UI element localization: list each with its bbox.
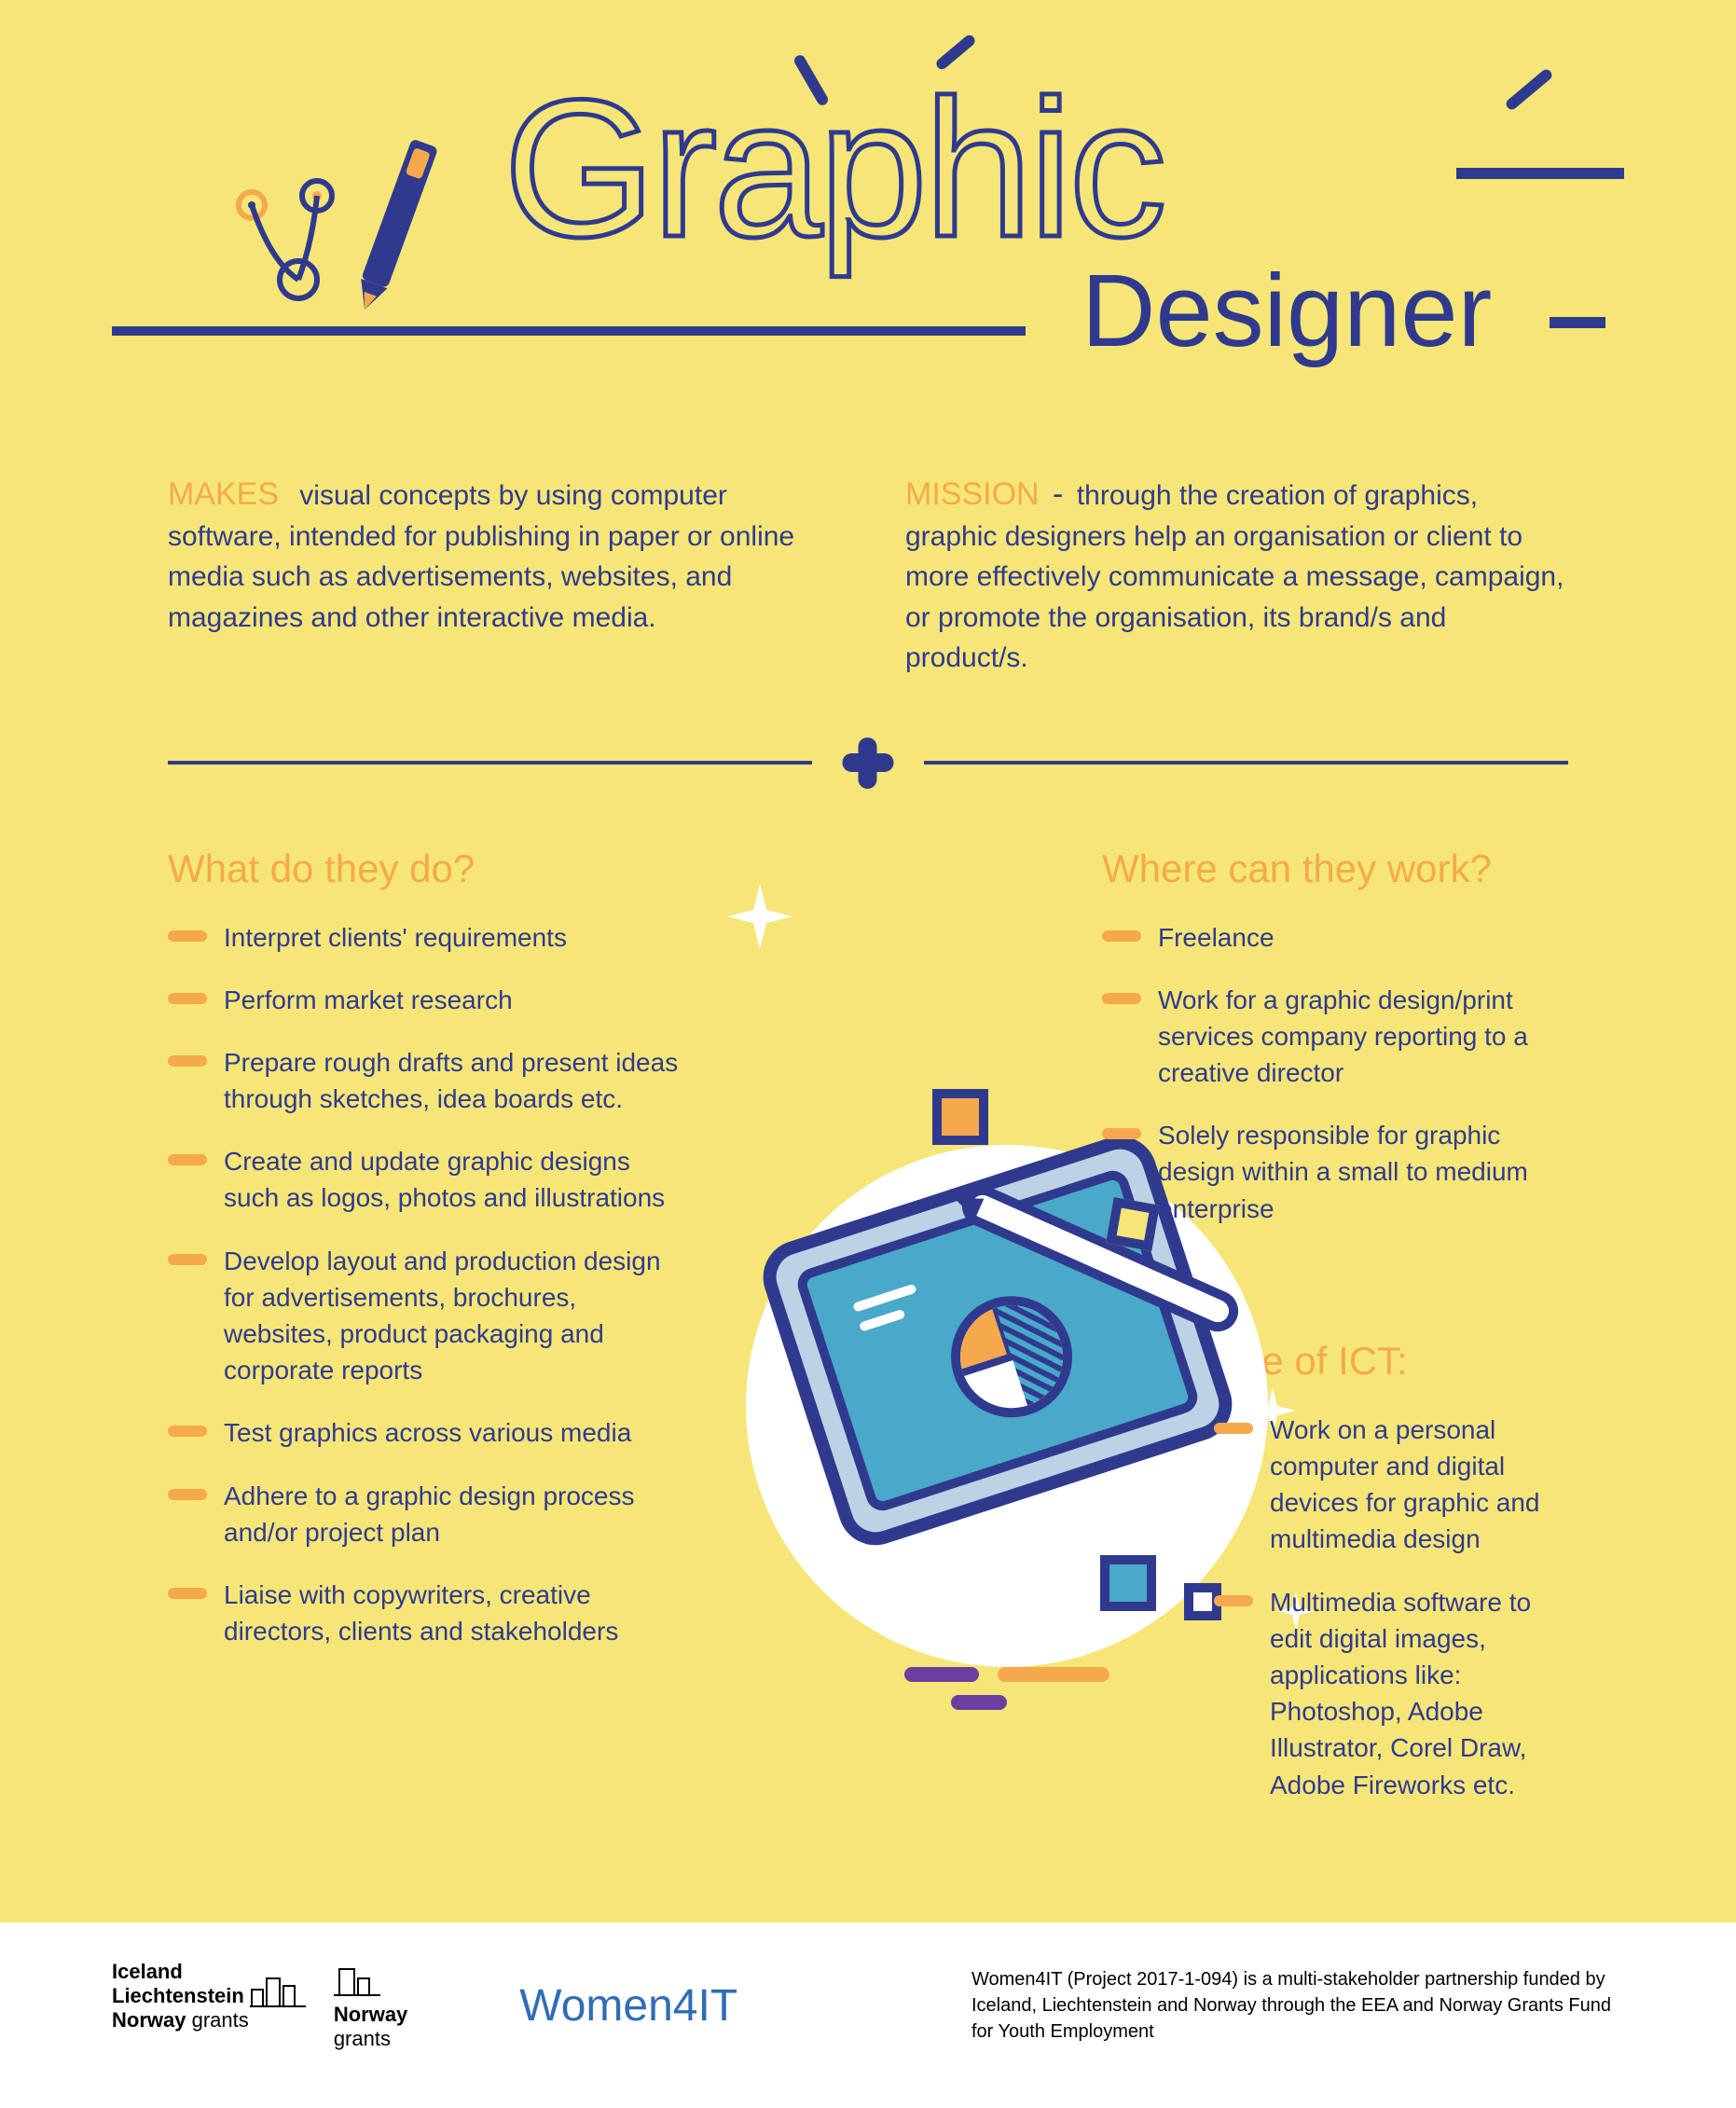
list-item: Create and update graphic designs such a… <box>168 1143 690 1216</box>
list-item: Test graphics across various media <box>168 1414 690 1451</box>
page-title-sub: Designer <box>1082 252 1492 370</box>
where-title: Where can they work? <box>1102 847 1568 891</box>
dash-decor <box>951 1695 1007 1710</box>
mission-dash: - <box>1053 476 1063 512</box>
square-decor <box>932 1089 988 1145</box>
women4it-logo: Women4IT <box>519 1980 737 2032</box>
norway-grants-logo: Norway grants <box>334 1960 407 2052</box>
sparkle-icon <box>727 884 792 949</box>
ict-list: Work on a personal computer and digital … <box>1214 1412 1568 1803</box>
infographic-page: Graphic Designer MAKES visual concepts b… <box>0 0 1736 1922</box>
what-title: What do they do? <box>168 847 690 891</box>
pie-chart-icon <box>935 1280 1088 1433</box>
header-line <box>1456 168 1624 179</box>
page-title-main: Graphic <box>503 56 1163 282</box>
makes-label: MAKES <box>168 476 279 512</box>
mission-label: MISSION <box>905 476 1040 512</box>
list-item: Interpret clients' requirements <box>168 919 690 956</box>
grants-text: Norway <box>334 2003 407 2027</box>
list-item: Prepare rough drafts and present ideas t… <box>168 1044 690 1117</box>
grants-icon <box>334 1960 380 1997</box>
list-item: Work for a graphic design/print services… <box>1102 982 1568 1092</box>
header: Graphic Designer <box>112 56 1624 448</box>
makes-block: MAKES visual concepts by using computer … <box>168 475 831 679</box>
grants-text: Norway <box>112 2008 186 2032</box>
grants-logos: Iceland Liechtenstein Norway grants Norw… <box>112 1960 407 2052</box>
list-item: Work on a personal computer and digital … <box>1214 1412 1568 1558</box>
list-item: Freelance <box>1102 919 1568 956</box>
footer-disclaimer: Women4IT (Project 2017-1-094) is a multi… <box>971 1966 1624 2045</box>
dash-decor <box>904 1667 979 1682</box>
footer: Iceland Liechtenstein Norway grants Norw… <box>0 1922 1736 2108</box>
dash-decor <box>998 1667 1109 1682</box>
main-content: What do they do? Interpret clients' requ… <box>112 828 1624 1885</box>
list-item: Develop layout and production design for… <box>168 1243 690 1389</box>
divider-star-icon <box>843 737 894 789</box>
eea-grants-logo: Iceland Liechtenstein Norway grants <box>112 1960 306 2052</box>
what-do-they-do-column: What do they do? Interpret clients' requ… <box>168 847 690 1829</box>
illustration-column <box>746 847 990 1829</box>
list-item: Adhere to a graphic design process and/o… <box>168 1478 690 1550</box>
intro-row: MAKES visual concepts by using computer … <box>112 448 1624 735</box>
where-work-block: Where can they work? Freelance Work for … <box>1046 847 1568 1227</box>
spark-decor <box>1504 67 1554 112</box>
where-list: Freelance Work for a graphic design/prin… <box>1102 919 1568 1227</box>
grants-text: grants <box>192 2008 249 2032</box>
list-item: Multimedia software to edit digital imag… <box>1214 1584 1568 1803</box>
grants-text: Iceland <box>112 1960 244 1984</box>
mission-block: MISSION - through the creation of graphi… <box>905 475 1568 679</box>
pen-tool-icon <box>233 131 475 336</box>
grants-text: Liechtenstein <box>112 1984 244 2008</box>
list-item: Solely responsible for graphic design wi… <box>1102 1117 1568 1227</box>
section-divider <box>168 735 1568 791</box>
square-decor <box>1100 1555 1156 1611</box>
grants-text: grants <box>334 2027 407 2051</box>
list-item: Perform market research <box>168 982 690 1018</box>
header-dash <box>1550 317 1605 328</box>
list-item: Liaise with copywriters, creative direct… <box>168 1577 690 1649</box>
header-underline <box>112 326 1026 336</box>
grants-icon <box>250 1971 306 2008</box>
what-list: Interpret clients' requirements Perform … <box>168 919 690 1650</box>
